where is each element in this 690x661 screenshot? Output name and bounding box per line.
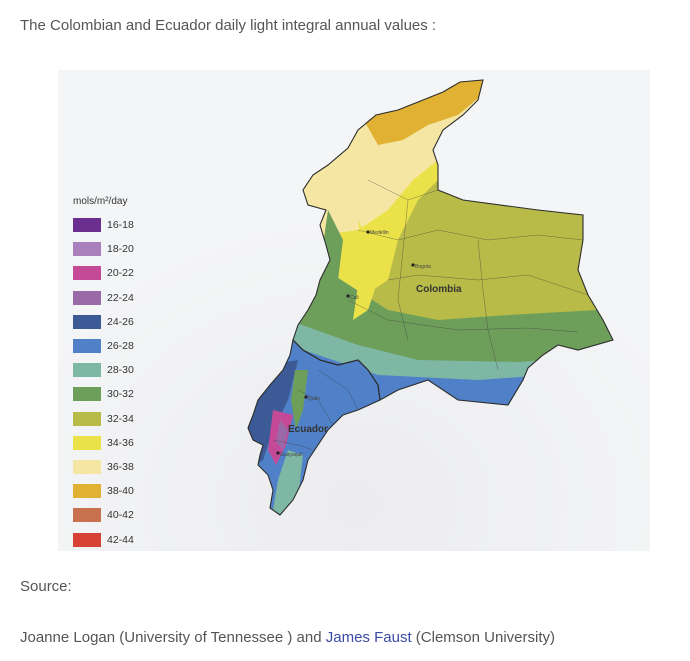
city-label-cali: Cali — [350, 295, 359, 301]
legend-label: 24-26 — [107, 315, 134, 328]
legend-label: 30-32 — [107, 388, 134, 401]
legend-item: 22-24 — [73, 286, 183, 310]
legend-item: 28-30 — [73, 358, 183, 382]
legend-label: 18-20 — [107, 243, 134, 256]
legend-item: 26-28 — [73, 334, 183, 358]
legend-swatch — [73, 459, 101, 474]
legend-swatch — [73, 266, 101, 281]
city-label-medellin: Medellin — [370, 230, 389, 236]
credit-line: Joanne Logan (University of Tennessee ) … — [20, 629, 555, 646]
legend-item: 16-18 — [73, 213, 183, 237]
legend-item: 18-20 — [73, 237, 183, 261]
legend-item: 36-38 — [73, 455, 183, 479]
legend-item: 32-34 — [73, 407, 183, 431]
legend-item: 30-32 — [73, 382, 183, 406]
legend-item: 42-44 — [73, 527, 183, 551]
map-svg: Medellin Bogota Cali Quito Guayaquil Col… — [58, 70, 650, 551]
city-markers: Medellin Bogota Cali Quito Guayaquil — [276, 230, 431, 458]
legend-label: 42-44 — [107, 533, 134, 546]
intro-text: The Colombian and Ecuador daily light in… — [20, 17, 437, 34]
map-legend: mols/m²/day 16-18 18-20 20-22 22-24 24-26 26-… — [73, 196, 183, 551]
legend-swatch — [73, 508, 101, 523]
source-label: Source: — [20, 578, 72, 595]
legend-label: 26-28 — [107, 340, 134, 353]
credit-affiliation-2: (Clemson University) — [411, 629, 555, 646]
legend-swatch — [73, 484, 101, 499]
legend-swatch — [73, 363, 101, 378]
legend-label: 16-18 — [107, 219, 134, 232]
dli-map-figure: Medellin Bogota Cali Quito Guayaquil Col… — [58, 70, 650, 551]
legend-swatch — [73, 387, 101, 402]
country-label-colombia: Colombia — [416, 284, 462, 295]
city-label-guayaquil: Guayaquil — [280, 452, 303, 458]
legend-label: 28-30 — [107, 364, 134, 377]
legend-swatch — [73, 532, 101, 547]
legend-swatch — [73, 218, 101, 233]
legend-item: 34-36 — [73, 431, 183, 455]
legend-swatch — [73, 411, 101, 426]
legend-title: mols/m²/day — [73, 196, 128, 207]
legend-item: 40-42 — [73, 503, 183, 527]
legend-item: 38-40 — [73, 479, 183, 503]
legend-swatch — [73, 290, 101, 305]
legend-items: 16-18 18-20 20-22 22-24 24-26 26-28 28-30 30-32… — [73, 213, 183, 551]
legend-label: 32-34 — [107, 412, 134, 425]
legend-label: 40-42 — [107, 509, 134, 522]
legend-label: 20-22 — [107, 267, 134, 280]
city-label-bogota: Bogota — [415, 264, 431, 270]
author-link-james-faust[interactable]: James Faust — [325, 629, 412, 646]
credit-author-1: Joanne Logan (University of Tennessee ) … — [20, 629, 326, 646]
ecuador-border — [247, 338, 381, 516]
legend-swatch — [73, 339, 101, 354]
city-label-quito: Quito — [308, 396, 320, 402]
legend-swatch — [73, 314, 101, 329]
legend-label: 38-40 — [107, 485, 134, 498]
legend-label: 36-38 — [107, 460, 134, 473]
legend-label: 22-24 — [107, 291, 134, 304]
country-label-ecuador: Ecuador — [288, 424, 328, 435]
legend-swatch — [73, 435, 101, 450]
legend-item: 24-26 — [73, 310, 183, 334]
legend-swatch — [73, 242, 101, 257]
legend-item: 20-22 — [73, 261, 183, 285]
legend-label: 34-36 — [107, 436, 134, 449]
department-lines — [272, 179, 589, 451]
